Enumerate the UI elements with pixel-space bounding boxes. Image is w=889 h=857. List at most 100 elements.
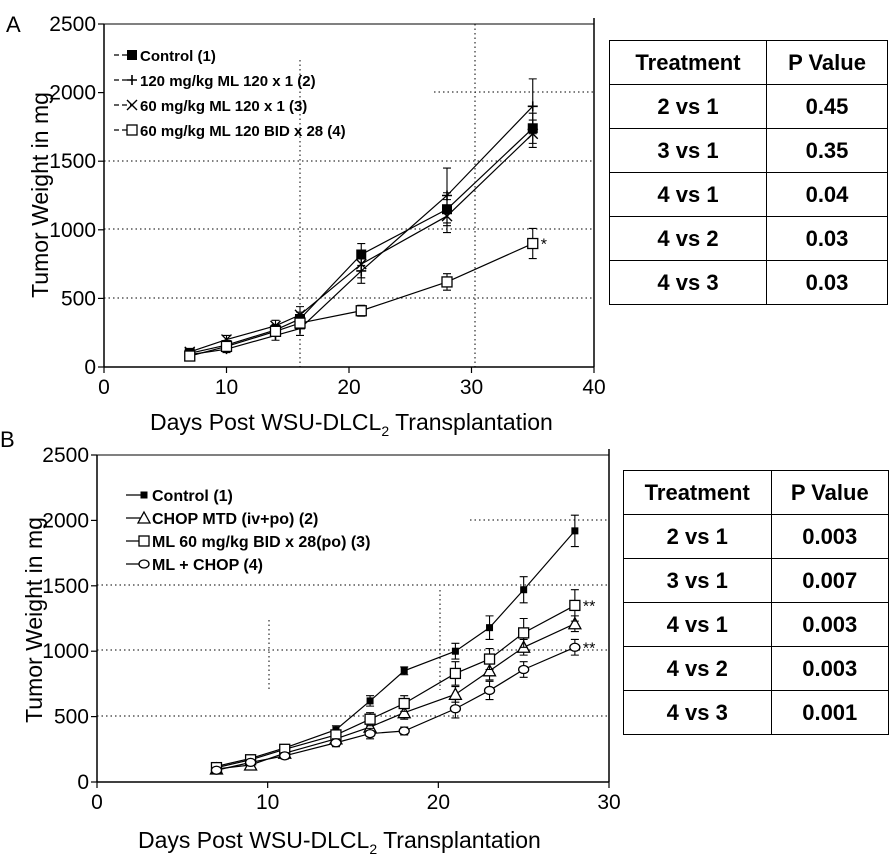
x-tick-label: 10 bbox=[256, 791, 279, 814]
legend-marker bbox=[127, 75, 137, 85]
y-tick-label: 1000 bbox=[49, 219, 96, 242]
table-header-row: Treatment P Value bbox=[609, 40, 888, 85]
data-point bbox=[483, 685, 496, 696]
table-cell-treatment: 2 vs 1 bbox=[623, 514, 772, 559]
table-cell-treatment: 4 vs 3 bbox=[609, 260, 767, 305]
table-cell-treatment: 4 vs 2 bbox=[609, 216, 767, 261]
data-point bbox=[330, 738, 342, 748]
table-row: 4 vs 2 0.003 bbox=[623, 646, 889, 691]
series-4 bbox=[210, 638, 581, 775]
table-cell-treatment: 2 vs 1 bbox=[609, 84, 767, 129]
y-tick-label: 1500 bbox=[49, 150, 96, 173]
x-tick-label: 0 bbox=[98, 376, 110, 399]
chart-panel-a bbox=[98, 18, 595, 373]
table-cell-p-value: 0.007 bbox=[770, 558, 889, 603]
data-point bbox=[483, 653, 496, 665]
data-point bbox=[244, 757, 257, 768]
data-point bbox=[279, 751, 291, 761]
x-tick-label: 30 bbox=[460, 376, 483, 399]
data-point bbox=[397, 705, 412, 719]
x-tick-label: 10 bbox=[215, 376, 238, 399]
y-axis-label: Tumor Weight in mg bbox=[21, 517, 47, 723]
x-tick-label: 0 bbox=[91, 791, 103, 814]
data-point bbox=[527, 128, 539, 140]
table-header-p-value: P Value bbox=[770, 470, 889, 515]
data-point bbox=[294, 317, 306, 329]
legend-label: Control (1) bbox=[140, 48, 216, 65]
table-row: 2 vs 1 0.003 bbox=[623, 514, 889, 559]
legend-label: 120 mg/kg ML 120 x 1 (2) bbox=[140, 73, 316, 90]
data-point bbox=[364, 728, 376, 739]
y-tick-label: 500 bbox=[54, 706, 89, 729]
table-row: 4 vs 2 0.03 bbox=[609, 216, 888, 261]
data-point bbox=[398, 697, 410, 710]
significance-label: ** bbox=[583, 640, 595, 657]
data-point bbox=[569, 642, 581, 652]
x-tick-label: 40 bbox=[582, 376, 605, 399]
table-cell-treatment: 4 vs 3 bbox=[623, 690, 772, 735]
y-tick-label: 2500 bbox=[42, 444, 89, 467]
table-cell-p-value: 0.003 bbox=[770, 514, 889, 559]
chart-panel-b bbox=[91, 449, 610, 788]
series-line bbox=[216, 604, 576, 769]
y-tick-label: 500 bbox=[61, 287, 96, 310]
series-line bbox=[216, 646, 576, 771]
y-axis-label: Tumor Weight in mg bbox=[27, 92, 53, 298]
table-row: 2 vs 1 0.45 bbox=[609, 84, 888, 129]
y-tick-label: 2500 bbox=[49, 13, 96, 36]
p-value-table-b: Treatment P Value 2 vs 1 0.003 3 vs 1 0.00… bbox=[623, 470, 889, 735]
table-row: 4 vs 3 0.03 bbox=[609, 260, 888, 305]
legend-marker bbox=[136, 510, 152, 524]
y-tick-label: 1500 bbox=[42, 575, 89, 598]
data-point bbox=[398, 726, 410, 736]
legend-label: 60 mg/kg ML 120 BID x 28 (4) bbox=[140, 123, 346, 140]
x-tick-label: 20 bbox=[427, 791, 450, 814]
data-point bbox=[571, 527, 579, 535]
data-point bbox=[441, 276, 453, 288]
legend-marker bbox=[127, 50, 137, 60]
table-cell-p-value: 0.03 bbox=[766, 260, 888, 305]
data-point bbox=[451, 647, 459, 655]
legend-label: ML + CHOP (4) bbox=[152, 557, 263, 574]
legend-label: Control (1) bbox=[152, 488, 233, 505]
data-point bbox=[441, 210, 453, 222]
data-point bbox=[364, 713, 376, 725]
legend-marker bbox=[138, 559, 150, 569]
table-cell-p-value: 0.35 bbox=[766, 128, 888, 173]
table-cell-treatment: 4 vs 1 bbox=[609, 172, 767, 217]
y-tick-label: 2000 bbox=[42, 509, 89, 532]
data-point bbox=[486, 624, 494, 632]
data-point bbox=[220, 340, 233, 353]
data-point bbox=[527, 237, 539, 250]
legend-marker bbox=[126, 124, 138, 136]
legend-label: ML 60 mg/kg BID x 28(po) (3) bbox=[152, 534, 370, 551]
panel-label: A bbox=[6, 12, 21, 37]
data-point bbox=[520, 586, 528, 594]
y-tick-label: 2000 bbox=[49, 82, 96, 105]
data-point bbox=[569, 599, 581, 612]
legend-marker bbox=[126, 99, 138, 111]
data-point bbox=[269, 325, 282, 337]
table-cell-treatment: 3 vs 1 bbox=[623, 558, 772, 603]
x-tick-label: 20 bbox=[337, 376, 360, 399]
data-point bbox=[449, 704, 462, 714]
table-cell-p-value: 0.03 bbox=[766, 216, 888, 261]
series-3 bbox=[210, 589, 581, 774]
x-axis-label: Days Post WSU-DLCL2 Transplantation bbox=[150, 409, 553, 439]
data-point bbox=[518, 664, 530, 675]
series-line bbox=[216, 530, 576, 767]
data-point bbox=[355, 305, 367, 317]
significance-label: ** bbox=[583, 598, 595, 615]
data-point bbox=[449, 667, 462, 680]
data-point bbox=[210, 765, 223, 775]
legend bbox=[114, 50, 138, 136]
legend-label: CHOP MTD (iv+po) (2) bbox=[152, 511, 318, 528]
data-point bbox=[184, 350, 196, 362]
table-row: 3 vs 1 0.007 bbox=[623, 558, 889, 603]
data-point bbox=[355, 258, 367, 270]
table-cell-treatment: 4 vs 2 bbox=[623, 646, 772, 691]
data-point bbox=[442, 190, 452, 201]
legend bbox=[126, 491, 152, 569]
data-point bbox=[518, 627, 530, 639]
legend-marker bbox=[140, 491, 148, 499]
